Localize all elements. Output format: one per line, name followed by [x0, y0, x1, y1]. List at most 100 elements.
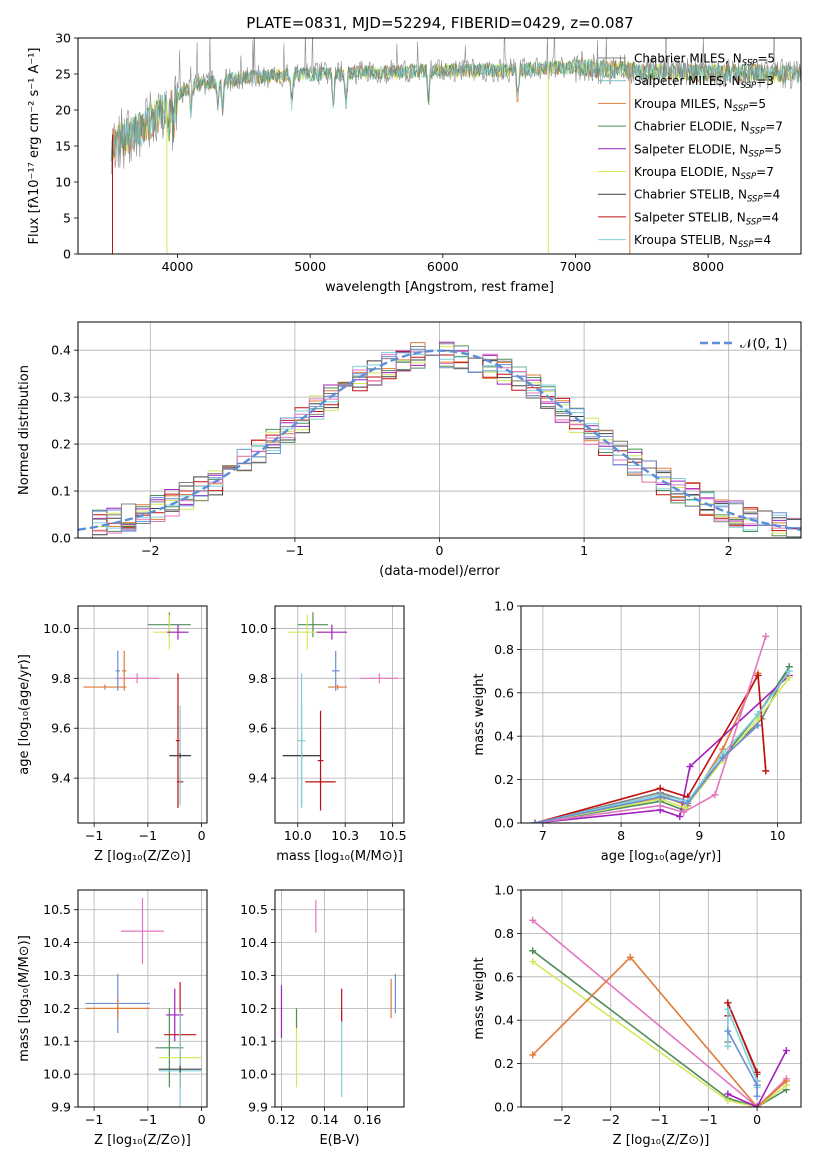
axis-label-x: E(B-V)	[319, 1133, 359, 1148]
tick-label-y: 10.0	[43, 621, 71, 636]
tick-label-x: 7	[539, 828, 547, 843]
tick-label-x: 9	[695, 828, 703, 843]
weight-line	[727, 1050, 788, 1107]
panels-layer: 4000 5000 6000 7000 8000051015202530waveleng…	[17, 31, 802, 1148]
axes-frame	[520, 605, 802, 824]
axes-frame	[77, 889, 208, 1108]
legend-label: Chabrier ELODIE, NSSP=7	[634, 120, 783, 137]
legend-entry: Chabrier MILES, NSSP=5	[598, 52, 775, 69]
legend-label: Chabrier STELIB, NSSP=4	[634, 188, 780, 205]
weight-line	[532, 950, 787, 1107]
figure-title: PLATE=0831, MJD=52294, FIBERID=0429, z=0…	[246, 14, 633, 32]
weight-marker	[529, 947, 537, 955]
panel-residuals: −2 −1 0 1 2 0.0 0.1 0.2 0.3 0.4 (data-model)/error…	[17, 321, 802, 579]
tick-label-y: 10.3	[240, 968, 268, 983]
plot-area	[78, 341, 801, 538]
legend-label: Chabrier MILES, NSSP=5	[634, 52, 775, 69]
errorbar-point	[115, 650, 120, 691]
tick-label-x: 10	[770, 828, 786, 843]
plot-area	[85, 898, 202, 1107]
tick-label-x: −1	[139, 1112, 157, 1127]
weight-marker	[753, 1103, 761, 1107]
errorbar-point	[297, 673, 306, 809]
tick-label-y: 0.8	[494, 926, 514, 941]
errorbar-point	[317, 710, 324, 811]
tick-label-x: −2	[141, 543, 159, 558]
plot-area	[531, 632, 793, 823]
axis-label-x: mass [log₁₀(M/M⊙)]	[276, 849, 403, 864]
panel-weight-vs-age: 7 8 9 10 0.0 0.2 0.4 0.6 0.8 1.0 age [log₁₀(age/yr…	[472, 599, 802, 864]
weight-marker	[656, 793, 664, 801]
legend-label: Kroupa ELODIE, NSSP=7	[634, 165, 774, 182]
panel-mass-vs-EBV: 0.12 0.14 0.16 9.9 10.0 10.1 10.2 10.3 10.4 10.5 E…	[240, 889, 405, 1148]
axes-frame	[77, 37, 802, 255]
weight-marker	[719, 754, 727, 762]
axes-frame	[274, 889, 405, 1108]
tick-label-y: 0.4	[494, 729, 514, 744]
weight-marker	[529, 916, 537, 924]
weight-marker	[686, 763, 694, 771]
axis-label-x: Z [log₁₀(Z/Z⊙)]	[94, 1133, 191, 1148]
tick-label-x: 6000	[427, 259, 459, 274]
weight-marker	[680, 808, 688, 816]
axes-frame	[520, 889, 802, 1108]
errorbar-point	[305, 779, 336, 785]
errorbar-point	[175, 673, 181, 809]
axis-label-x: Z [log₁₀(Z/Z⊙)]	[94, 849, 191, 864]
tick-label-x: 8	[617, 828, 625, 843]
weight-marker	[684, 799, 692, 807]
tick-label-y: 9.8	[51, 671, 71, 686]
errorbar-point	[297, 612, 329, 638]
errorbar-point	[122, 650, 127, 691]
tick-label-y: 0.2	[51, 437, 71, 452]
legend-entry: Salpeter STELIB, NSSP=4	[598, 210, 779, 227]
tick-label-y: 9.6	[51, 721, 71, 736]
tick-label-y: 5	[63, 211, 71, 226]
errorbar-point	[121, 898, 164, 964]
weight-marker	[676, 812, 684, 820]
tick-label-x: 5000	[294, 259, 326, 274]
spectrum-line	[110, 57, 801, 162]
axis-label-y: mass weight	[472, 673, 487, 755]
tick-label-x: −1	[650, 1112, 668, 1127]
axis-label-x: (data-model)/error	[379, 564, 500, 579]
plot-area	[282, 612, 399, 811]
legend-entry: Chabrier ELODIE, NSSP=7	[598, 120, 783, 137]
legend-label: Salpeter ELODIE, NSSP=5	[634, 142, 782, 159]
tick-label-y: 0.0	[494, 816, 514, 831]
tick-label-y: 1.0	[494, 599, 514, 614]
axis-label-x: wavelength [Angstrom, rest frame]	[325, 280, 554, 295]
tick-label-y: 0.6	[494, 685, 514, 700]
weight-line	[534, 677, 790, 823]
tick-label-y: 9.8	[248, 671, 268, 686]
panel-spectrum: 4000 5000 6000 7000 8000 0 5 10 15 20 25 30 waveleng…	[27, 31, 802, 295]
tick-label-x: −2	[553, 1112, 571, 1127]
tick-label-y: 9.9	[51, 1100, 71, 1115]
axes-frame	[77, 605, 208, 824]
panel-mass-vs-Z: −1 −1 0 9.9 10.0 10.1 10.2 10.3 10.4 10.5 Z [log₁₀…	[17, 889, 208, 1148]
legend-entry: Kroupa MILES, NSSP=5	[598, 97, 766, 114]
tick-label-y: 9.9	[248, 1100, 268, 1115]
tick-label-x: 2	[725, 543, 733, 558]
tick-label-x: 0	[436, 543, 444, 558]
tick-label-x: 10.3	[331, 828, 359, 843]
legend-entry: Kroupa STELIB, NSSP=4	[598, 233, 771, 250]
errorbar-point	[85, 998, 151, 1019]
tick-label-y: 10	[55, 175, 71, 190]
panel-age-vs-Z: −1 −1 0 9.4 9.6 9.8 10.0 Z [log₁₀(Z/Z⊙)] age [lo…	[17, 605, 208, 864]
weight-marker	[753, 1092, 761, 1100]
axis-label-y: mass [log₁₀(M/M⊙)]	[17, 935, 32, 1062]
weight-marker	[529, 958, 537, 966]
tick-label-y: 10.2	[240, 1001, 268, 1016]
weight-marker	[782, 1077, 790, 1085]
tick-label-y: 10.5	[43, 902, 71, 917]
tick-label-y: 10.3	[43, 968, 71, 983]
tick-label-x: 0	[198, 828, 206, 843]
weight-marker	[754, 721, 762, 729]
weight-marker	[531, 819, 539, 823]
plot-area	[110, 38, 801, 254]
weight-marker	[785, 667, 793, 675]
axis-label-y: Flux [fλ10⁻¹⁷ erg cm⁻² s⁻¹ A⁻¹]	[27, 48, 42, 245]
tick-label-x: 10.5	[379, 828, 407, 843]
